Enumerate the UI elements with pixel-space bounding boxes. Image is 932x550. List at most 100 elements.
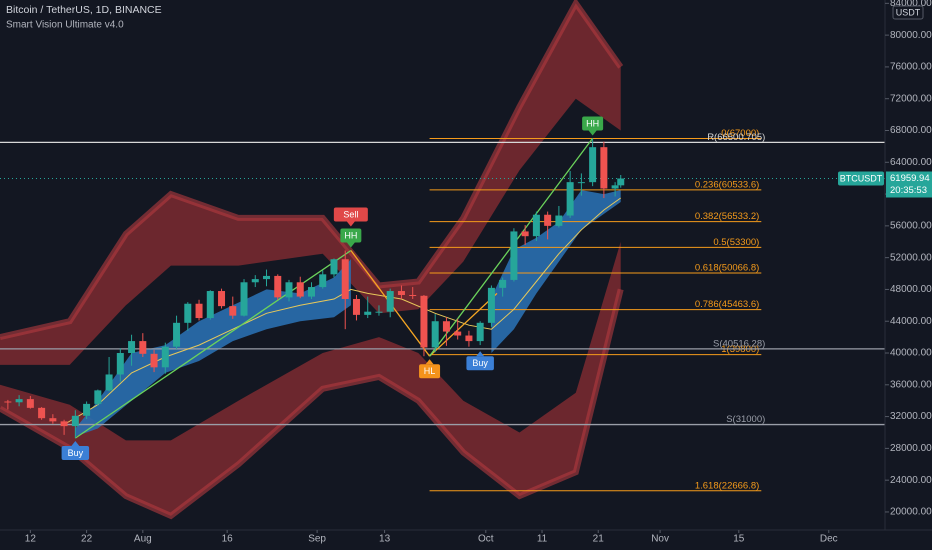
candle-body [15,399,23,403]
candle-body [330,259,338,275]
candle-body [195,303,203,319]
candle-body [375,311,383,313]
candle-body [409,295,417,297]
candle-body [611,185,619,189]
y-tick-label: 80000.00 [890,30,932,41]
candle-body [173,322,181,347]
trend-cloud [491,190,621,353]
fib-label: 0.236(60533.6) [695,179,759,190]
candle-body [285,282,293,298]
candle-body [240,282,248,316]
y-tick-label: 28000.00 [890,443,932,454]
signal-label-box [333,207,368,222]
signal-label: HH [344,230,357,240]
lower-band-edge [0,288,624,520]
candle-body [49,418,57,422]
candle-body [566,182,574,216]
candle-body [487,287,495,323]
candle-body [431,321,439,348]
indicator-name: Smart Vision Ultimate v4.0 [6,20,124,31]
sr-label: R(66500.705) [707,132,765,143]
y-tick-label: 52000.00 [890,252,932,263]
candle-body [71,415,79,427]
trendline [74,249,352,439]
y-tick-label: 20000.00 [890,507,932,518]
upper-band-edge [0,0,624,341]
candle-body [617,178,625,186]
candle-body [139,341,147,354]
x-tick-label: 11 [537,534,548,545]
y-tick-label: 44000.00 [890,316,932,327]
x-tick-label: 16 [222,534,234,545]
candle-body [184,303,192,323]
signal-label: HH [586,118,599,128]
sr-label: S(31000) [726,414,765,425]
x-tick-label: Aug [134,534,152,545]
signal-label-tip [425,359,434,365]
signal-label: HL [424,366,436,376]
candle-body [251,279,259,283]
y-tick-label: 24000.00 [890,475,932,486]
candle-body [161,346,169,368]
signal-label-box [340,228,362,243]
candle-body [454,331,462,336]
ma-line [63,197,621,425]
y-tick-label: 72000.00 [890,93,932,104]
currency-box [892,5,924,20]
signal-label: Buy [68,448,84,458]
currency-label: USDT [896,7,921,17]
signal-label-tip [346,242,355,248]
x-tick-label: Nov [651,534,669,545]
y-tick-label: 56000.00 [890,221,932,232]
x-tick-label: 13 [379,534,391,545]
x-tick-label: 22 [81,534,93,545]
y-tick-label: 40000.00 [890,348,932,359]
candle-body [274,275,282,298]
trend-cloud [75,259,351,437]
signal-label-tip [346,221,355,227]
fib-label: 0.618(50066.8) [695,263,759,274]
candle-body [510,231,518,280]
candle-body [465,335,473,342]
fib-label: 0.382(56533.2) [695,211,759,222]
candle-body [521,231,529,237]
signal-label-tip [71,441,80,447]
signal-label-tip [476,351,485,357]
plot-area: 0(67000) 0.236(60533.6) 0.382(56533.2) 0.5(… [0,0,885,520]
signal-label-box [419,364,441,379]
candle-body [94,390,102,404]
x-tick-label: Dec [820,534,838,545]
candle-body [589,147,597,183]
x-tick-label: 12 [25,534,37,545]
fib-label: 0.786(45463.6) [695,299,759,310]
chart-title: Bitcoin / TetherUS, 1D, BINANCE [6,4,162,16]
signal-label: Sell [343,209,358,219]
fib-label: 0(67000) [721,128,759,139]
countdown-label: 20:35:53 [890,185,927,196]
candle-body [386,291,394,312]
candle-body [218,291,226,307]
candle-body [341,259,349,299]
signal-label-box [582,116,604,131]
signal-label: Buy [472,358,488,368]
candle-body [307,287,315,297]
candle-body [26,399,34,408]
candle-body [229,306,237,316]
candle-body [319,274,327,288]
x-tick-label: Oct [478,534,494,545]
candle-body [60,421,68,427]
candle-body [532,214,540,237]
candle-body [555,215,563,226]
candle-body [128,341,136,354]
y-tick-label: 36000.00 [890,379,932,390]
y-tick-label: 48000.00 [890,284,932,295]
signal-label-tip [588,130,597,136]
price-tag [886,171,932,198]
signal-label-box [61,446,90,461]
candle-body [364,311,372,315]
candle-body [206,291,214,319]
candle-body [83,403,91,416]
fib-label: 1(39800) [721,344,759,355]
